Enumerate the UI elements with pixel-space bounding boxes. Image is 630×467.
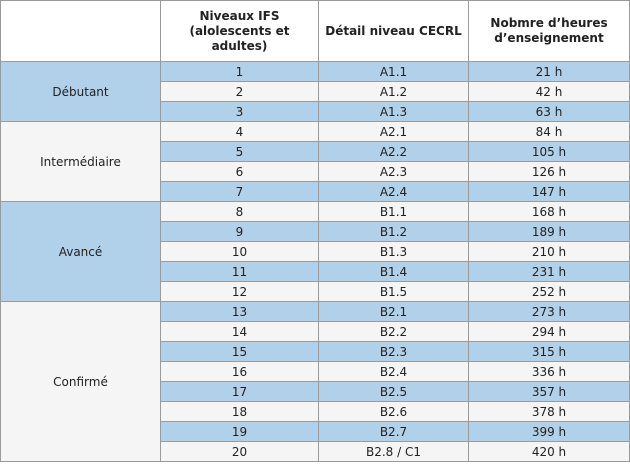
level-cell: 1 [160, 61, 319, 82]
level-cell: 15 [160, 341, 319, 362]
table-row: Intermédiaire 4 A2.1 84 h [0, 121, 630, 202]
cecrl-cell: A1.3 [318, 101, 469, 122]
table-row: 14 B2.2 294 h [1, 321, 630, 342]
cecrl-cell: B1.2 [318, 221, 469, 242]
level-cell: 8 [160, 201, 319, 222]
level-cell: 10 [160, 241, 319, 262]
cecrl-cell: A2.3 [318, 161, 469, 182]
cecrl-cell: B2.4 [318, 361, 469, 382]
cecrl-cell: A2.4 [318, 181, 469, 202]
table-row: Avancé 8 B1.1 168 h [0, 201, 630, 302]
level-cell: 2 [160, 81, 319, 102]
header-hours-line1: Nobmre d’heures [490, 16, 608, 30]
level-cell: 20 [160, 441, 319, 462]
cecrl-cell: B1.5 [318, 281, 469, 302]
group-label-cell: Débutant [0, 61, 161, 122]
hours-cell: 315 h [468, 341, 630, 362]
hours-cell: 42 h [468, 81, 630, 102]
cecrl-cell: A1.1 [318, 61, 469, 82]
hours-cell: 294 h [468, 321, 630, 342]
table-row: Confirmé 13 B2.1 273 h [0, 301, 630, 462]
level-cell: 14 [160, 321, 319, 342]
cecrl-cell: B2.6 [318, 401, 469, 422]
table-row: 11 B1.4 231 h [1, 261, 630, 282]
table-row: 12 B1.5 252 h [1, 281, 630, 302]
table-row: 10 B1.3 210 h [1, 241, 630, 262]
level-cell: 18 [160, 401, 319, 422]
header-row: Niveaux IFS (alolescents et adultes) Déta… [0, 0, 630, 62]
table-row: 9 B1.2 189 h [1, 221, 630, 242]
hours-cell: 378 h [468, 401, 630, 422]
cecrl-cell: B2.7 [318, 421, 469, 442]
hours-cell: 357 h [468, 381, 630, 402]
cecrl-cell: B1.4 [318, 261, 469, 282]
cecrl-cell: A1.2 [318, 81, 469, 102]
hours-cell: 399 h [468, 421, 630, 442]
hours-cell: 252 h [468, 281, 630, 302]
hours-cell: 420 h [468, 441, 630, 462]
cecrl-cell: B2.1 [318, 301, 469, 322]
hours-cell: 210 h [468, 241, 630, 262]
level-cell: 11 [160, 261, 319, 282]
group-label-cell: Intermédiaire [0, 121, 161, 202]
header-blank-cell [0, 0, 161, 62]
hours-cell: 126 h [468, 161, 630, 182]
header-cecrl-detail: Détail niveau CECRL [318, 0, 469, 62]
level-cell: 13 [160, 301, 319, 322]
level-cell: 3 [160, 101, 319, 122]
level-cell: 4 [160, 121, 319, 142]
hours-cell: 21 h [468, 61, 630, 82]
cecrl-cell: B1.1 [318, 201, 469, 222]
table-row: 6 A2.3 126 h [1, 161, 630, 182]
level-cell: 6 [160, 161, 319, 182]
hours-cell: 147 h [468, 181, 630, 202]
group-label-cell: Confirmé [0, 301, 161, 462]
group-label: Intermédiaire [40, 154, 121, 169]
hours-cell: 63 h [468, 101, 630, 122]
group-label: Confirmé [53, 374, 108, 389]
header-ifs-levels: Niveaux IFS (alolescents et adultes) [160, 0, 319, 62]
level-cell: 9 [160, 221, 319, 242]
cecrl-cell: B1.3 [318, 241, 469, 262]
group-label: Débutant [52, 84, 109, 99]
table-row: 20 B2.8 / C1 420 h [1, 441, 630, 462]
hours-cell: 168 h [468, 201, 630, 222]
header-hours: Nobmre d’heures d’enseignement [468, 0, 630, 62]
hours-cell: 231 h [468, 261, 630, 282]
table-header: Niveaux IFS (alolescents et adultes) Déta… [0, 0, 630, 62]
cecrl-cell: B2.3 [318, 341, 469, 362]
level-cell: 5 [160, 141, 319, 162]
level-cell: 19 [160, 421, 319, 442]
table-row: Débutant 1 A1.1 21 h [0, 61, 630, 122]
hours-cell: 84 h [468, 121, 630, 142]
table-row: 3 A1.3 63 h [1, 101, 630, 122]
hours-cell: 105 h [468, 141, 630, 162]
table-row: 15 B2.3 315 h [1, 341, 630, 362]
level-cell: 16 [160, 361, 319, 382]
cecrl-cell: B2.2 [318, 321, 469, 342]
level-cell: 17 [160, 381, 319, 402]
group-label: Avancé [58, 244, 103, 259]
cecrl-cell: B2.5 [318, 381, 469, 402]
table-row: 19 B2.7 399 h [1, 421, 630, 442]
header-ifs-levels-line1: Niveaux IFS [199, 8, 280, 23]
hours-cell: 273 h [468, 301, 630, 322]
group-label-cell: Avancé [0, 201, 161, 302]
table-row: 17 B2.5 357 h [1, 381, 630, 402]
header-ifs-levels-line2: (alolescents et adultes) [189, 23, 290, 53]
table-body: Débutant 1 A1.1 21 h 2 A1.2 42 h 3 A1.3 63 h Inter… [0, 61, 630, 462]
cecrl-cell: A2.2 [318, 141, 469, 162]
table-row: 16 B2.4 336 h [1, 361, 630, 382]
level-cell: 12 [160, 281, 319, 302]
hours-cell: 189 h [468, 221, 630, 242]
hours-cell: 336 h [468, 361, 630, 382]
table-row: 7 A2.4 147 h [1, 181, 630, 202]
level-cell: 7 [160, 181, 319, 202]
cecrl-cell: B2.8 / C1 [318, 441, 469, 462]
cecrl-cell: A2.1 [318, 121, 469, 142]
header-hours-line2: d’enseignement [494, 31, 604, 45]
